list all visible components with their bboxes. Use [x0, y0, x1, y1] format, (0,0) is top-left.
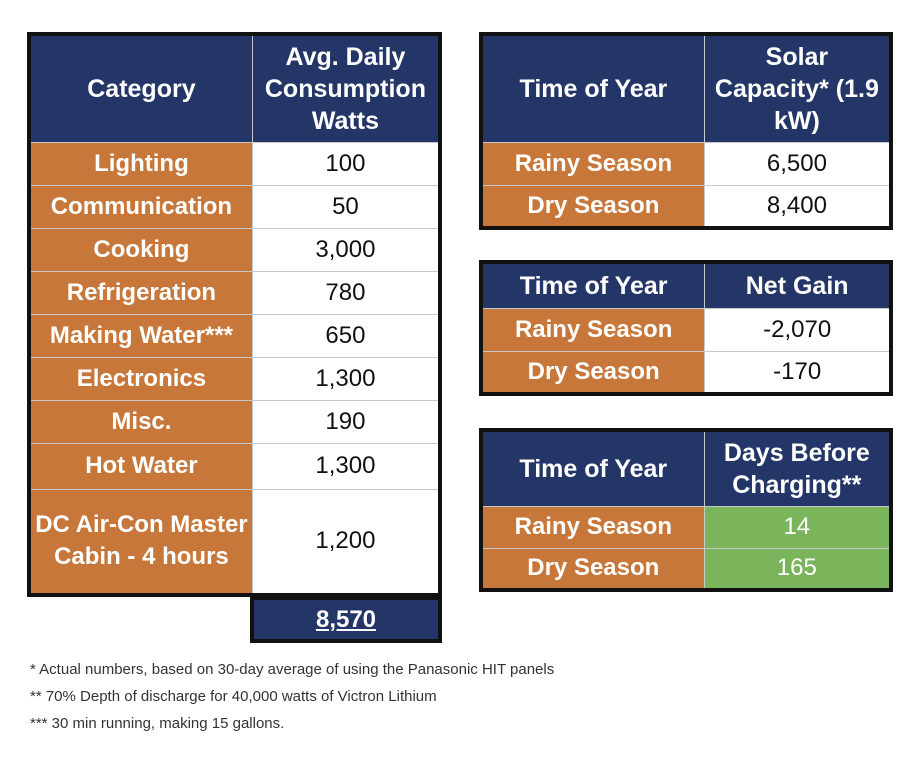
- table-header-row: Time of Year Net Gain: [480, 261, 892, 309]
- value-cell: 8,400: [703, 184, 892, 229]
- table-row: Rainy Season -2,070: [480, 307, 892, 352]
- header-days-before-charging: Days Before Charging**: [703, 429, 892, 507]
- category-cell: Making Water***: [28, 313, 253, 358]
- footnote: ** 70% Depth of discharge for 40,000 wat…: [30, 688, 437, 705]
- table-row: Making Water*** 650: [28, 313, 441, 358]
- value-cell: -2,070: [704, 307, 892, 352]
- table-header-row: Category Avg. Daily Consumption Watts: [28, 33, 441, 143]
- table-row: Electronics 1,300: [28, 356, 441, 401]
- footnotes: * Actual numbers, based on 30-day averag…: [30, 660, 554, 741]
- table-header-row: Time of Year Days Before Charging**: [480, 429, 892, 507]
- season-cell: Rainy Season: [480, 505, 705, 549]
- category-cell: Cooking: [28, 227, 253, 272]
- value-cell: 190: [251, 399, 441, 444]
- table-row: Dry Season 8,400: [480, 184, 892, 229]
- category-cell: Lighting: [28, 141, 253, 186]
- value-cell: 165: [703, 547, 892, 591]
- value-cell: 1,300: [251, 442, 441, 490]
- season-cell: Dry Season: [480, 350, 706, 395]
- category-cell: DC Air-Con Master Cabin - 4 hours: [28, 488, 253, 596]
- table-row: Hot Water 1,300: [28, 442, 441, 490]
- category-cell: Hot Water: [28, 442, 253, 490]
- header-time-of-year: Time of Year: [480, 261, 706, 309]
- header-time-of-year: Time of Year: [480, 429, 705, 507]
- value-cell: 780: [251, 270, 441, 315]
- footnote: * Actual numbers, based on 30-day averag…: [30, 661, 555, 678]
- header-category: Category: [28, 33, 253, 143]
- value-cell: 100: [251, 141, 441, 186]
- category-cell: Communication: [28, 184, 253, 229]
- total-value: 8,570: [250, 596, 442, 643]
- season-cell: Dry Season: [480, 547, 705, 591]
- value-cell: -170: [704, 350, 892, 395]
- season-cell: Dry Season: [480, 184, 705, 229]
- table-row: Cooking 3,000: [28, 227, 441, 272]
- table-row: Rainy Season 14: [480, 505, 892, 549]
- season-cell: Rainy Season: [480, 141, 705, 186]
- table-row: Dry Season -170: [480, 350, 892, 395]
- table-row: Dry Season 165: [480, 547, 892, 591]
- season-cell: Rainy Season: [480, 307, 706, 352]
- header-net-gain: Net Gain: [704, 261, 892, 309]
- value-cell: 6,500: [703, 141, 892, 186]
- solar-capacity-table: Time of Year Solar Capacity* (1.9 kW) Ra…: [479, 32, 893, 230]
- footnote: *** 30 min running, making 15 gallons.: [30, 715, 285, 732]
- header-consumption: Avg. Daily Consumption Watts: [251, 33, 441, 143]
- table-row: Refrigeration 780: [28, 270, 441, 315]
- consumption-table: Category Avg. Daily Consumption Watts Li…: [27, 32, 442, 597]
- value-cell: 1,200: [251, 488, 441, 596]
- value-cell: 3,000: [251, 227, 441, 272]
- category-cell: Misc.: [28, 399, 253, 444]
- header-solar-capacity: Solar Capacity* (1.9 kW): [703, 33, 892, 143]
- table-header-row: Time of Year Solar Capacity* (1.9 kW): [480, 33, 892, 143]
- table-row: Lighting 100: [28, 141, 441, 186]
- category-cell: Electronics: [28, 356, 253, 401]
- table-row: Rainy Season 6,500: [480, 141, 892, 186]
- table-row: DC Air-Con Master Cabin - 4 hours 1,200: [28, 488, 441, 596]
- value-cell: 1,300: [251, 356, 441, 401]
- value-cell: 14: [703, 505, 892, 549]
- value-cell: 650: [251, 313, 441, 358]
- table-row: Misc. 190: [28, 399, 441, 444]
- net-gain-table: Time of Year Net Gain Rainy Season -2,07…: [479, 260, 893, 396]
- category-cell: Refrigeration: [28, 270, 253, 315]
- header-time-of-year: Time of Year: [480, 33, 705, 143]
- days-before-charging-table: Time of Year Days Before Charging** Rain…: [479, 428, 893, 592]
- table-row: Communication 50: [28, 184, 441, 229]
- value-cell: 50: [251, 184, 441, 229]
